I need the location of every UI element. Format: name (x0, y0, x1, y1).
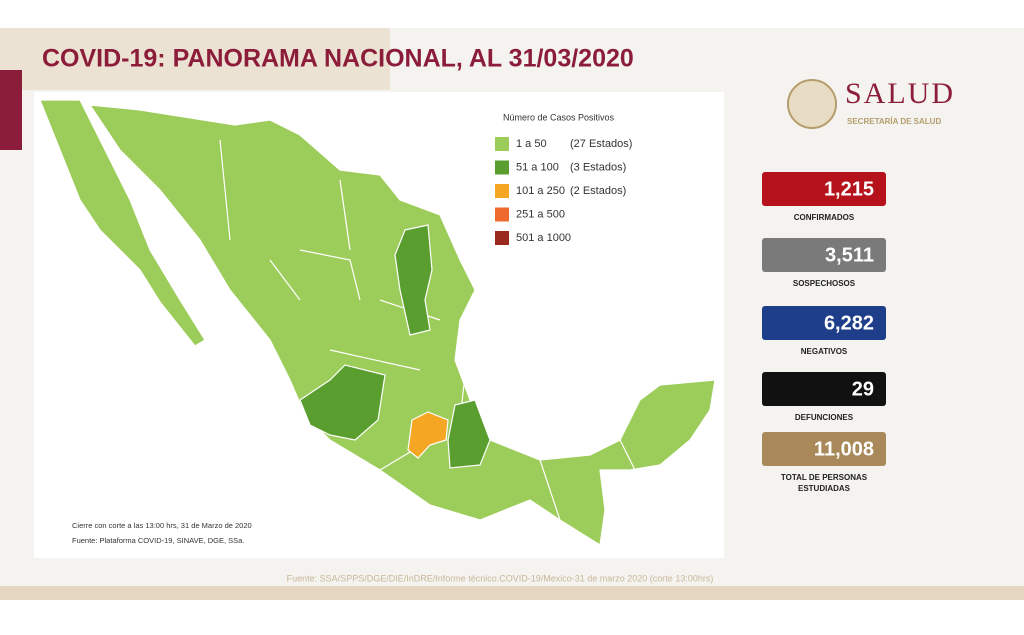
note: Cierre con corte a las 13:00 hrs, 31 de … (72, 521, 252, 530)
baja-california (39, 99, 206, 347)
stat-label-box: CONFIRMADOS (793, 213, 855, 222)
legend-range: 1 a 50 (516, 138, 547, 150)
note: Fuente: Plataforma COVID-19, SINAVE, DGE… (72, 536, 244, 545)
nuevo-leon (394, 224, 433, 336)
logo-emblem (787, 79, 837, 129)
stat-box (762, 432, 886, 466)
legend-range: 51 a 100 (516, 161, 559, 173)
legend-swatch (495, 231, 509, 245)
legend-swatch (495, 137, 509, 151)
legend-count: (2 Estados) (570, 185, 626, 197)
stat-label: NEGATIVOS (800, 347, 848, 356)
stat-value: 3,511 (825, 244, 874, 266)
stat-label-box: TOTAL DE PERSONAS ESTUDIADAS (780, 473, 868, 493)
stat-label: SOSPECHOSOS (792, 279, 856, 288)
jalisco (299, 364, 386, 441)
stat-value: 1,215 (824, 178, 874, 200)
legend-swatch (495, 184, 509, 198)
legend-range: 101 a 250 (516, 185, 565, 197)
title-band (0, 28, 390, 90)
logo-subtitle: SECRETARÍA DE SALUD (847, 117, 941, 126)
mainland (88, 104, 716, 546)
stat-label-box: SOSPECHOSOS (792, 279, 856, 288)
legend-range: 251 a 500 (516, 208, 565, 220)
stat-box (762, 372, 886, 406)
stat-label-box: NEGATIVOS (800, 347, 848, 356)
legend-count: (27 Estados) (570, 138, 632, 150)
accent (0, 70, 22, 150)
stat-box (762, 238, 886, 272)
map (39, 99, 716, 546)
footer: Fuente: SSA/SPPS/DGE/DIE/InDRE/Informe t… (287, 573, 714, 583)
stat-label: TOTAL DE PERSONAS ESTUDIADAS (780, 473, 868, 493)
stat-value: 11,008 (814, 438, 874, 460)
stat-label-box: DEFUNCIONES (794, 413, 854, 422)
stat-value: 29 (852, 378, 874, 400)
stat-value: 6,282 (824, 312, 874, 334)
legend-swatch (495, 207, 509, 222)
puebla (447, 399, 491, 469)
logo-name: SALUD (845, 77, 955, 110)
legend-count: (3 Estados) (570, 161, 626, 173)
edomex-cdmx (407, 411, 449, 459)
title: COVID-19: PANORAMA NACIONAL, AL 31/03/20… (42, 45, 634, 73)
legend-range: 501 a 1000 (516, 232, 571, 244)
stat-label: CONFIRMADOS (793, 213, 855, 222)
footer-band (0, 586, 1024, 600)
stat-box (762, 306, 886, 340)
legend-title: Número de Casos Positivos (503, 112, 615, 122)
stat-label: DEFUNCIONES (794, 413, 854, 422)
stat-box (762, 172, 886, 206)
legend-swatch (495, 160, 509, 175)
